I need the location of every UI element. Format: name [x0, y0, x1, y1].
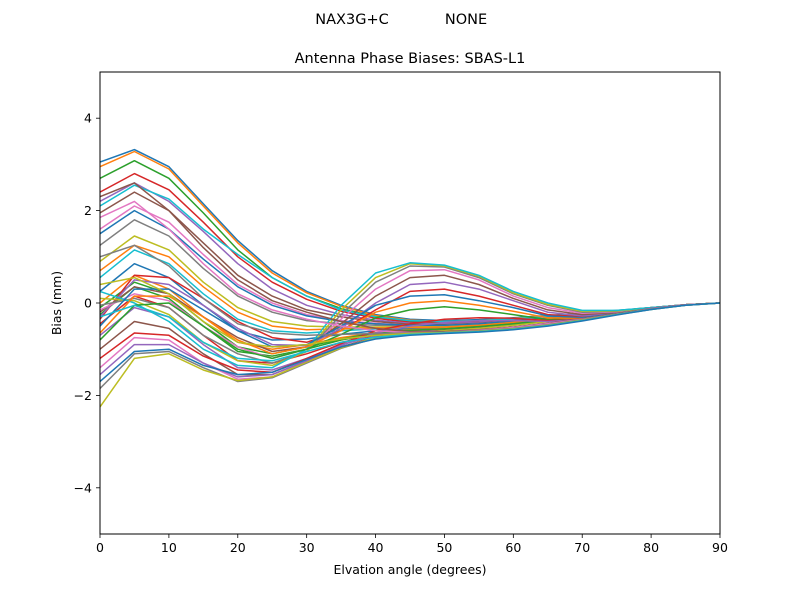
x-tick-label: 80 — [643, 540, 659, 555]
y-axis: −4 −2 0 2 4 — [74, 111, 100, 495]
y-tick-label: −4 — [74, 480, 92, 495]
series-line-0 — [100, 148, 720, 322]
y-tick-label: −2 — [74, 388, 92, 403]
x-tick-label: 30 — [299, 540, 315, 555]
series-layer — [100, 148, 720, 408]
series-line-40 — [100, 302, 720, 383]
series-line-2 — [100, 159, 720, 324]
x-tick-label: 0 — [96, 540, 104, 555]
x-tick-label: 40 — [368, 540, 384, 555]
series-line-29 — [100, 262, 720, 369]
series-line-3 — [100, 172, 720, 325]
y-axis-label: Bias (mm) — [49, 271, 64, 335]
suptitle: NAX3G+C NONE — [315, 12, 487, 28]
y-tick-label: 2 — [84, 203, 92, 218]
x-tick-label: 70 — [574, 540, 590, 555]
x-tick-label: 10 — [161, 540, 177, 555]
x-axis-label: Elvation angle (degrees) — [333, 562, 486, 577]
series-line-10 — [100, 262, 720, 341]
x-axis: 0 10 20 30 40 50 60 70 80 90 — [96, 534, 728, 555]
y-tick-label: 4 — [84, 111, 92, 126]
chart-title: Antenna Phase Biases: SBAS-L1 — [295, 51, 526, 67]
x-tick-label: 20 — [230, 540, 246, 555]
x-tick-label: 50 — [436, 540, 452, 555]
suptitle-radome: NONE — [445, 12, 487, 28]
y-tick-label: 0 — [84, 296, 92, 311]
x-tick-label: 60 — [505, 540, 521, 555]
x-tick-label: 90 — [712, 540, 728, 555]
series-line-27 — [100, 265, 720, 364]
suptitle-antenna: NAX3G+C — [315, 12, 388, 28]
